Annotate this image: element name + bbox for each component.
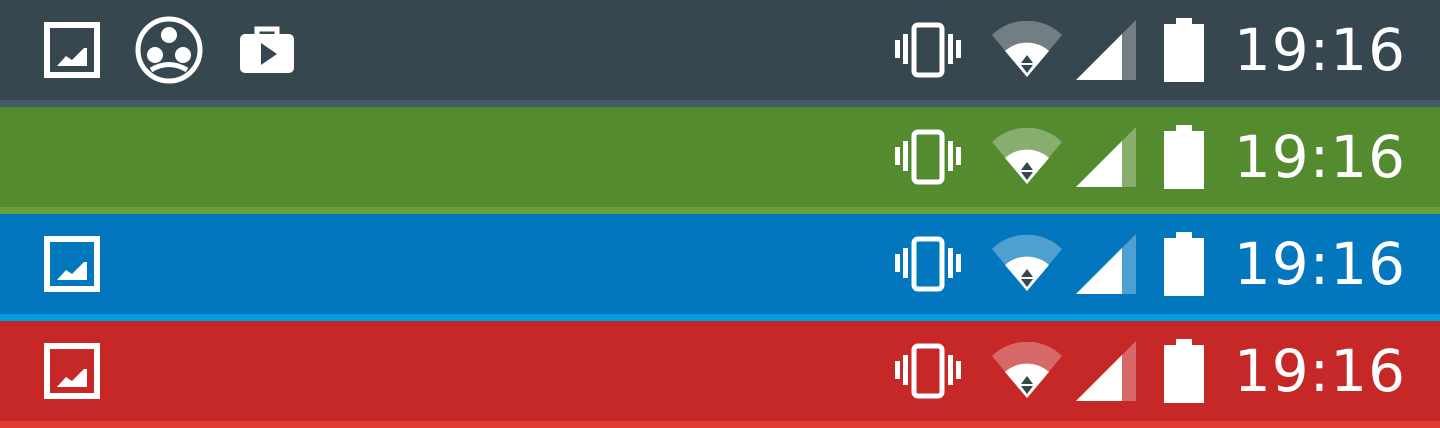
system-status-icons: 19:16 <box>892 107 1406 207</box>
signal-icon <box>1075 234 1136 294</box>
wifi-icon <box>991 128 1062 186</box>
image-icon[interactable] <box>44 236 100 292</box>
hangouts-icon[interactable] <box>134 15 204 85</box>
notification-icons <box>44 214 100 314</box>
system-status-icons: 19:16 <box>892 0 1406 100</box>
notification-icons <box>44 0 296 100</box>
signal-icon <box>1075 127 1136 187</box>
status-bar-divider <box>0 421 1440 428</box>
system-status-icons: 19:16 <box>892 214 1406 314</box>
clock: 19:16 <box>1233 230 1406 298</box>
battery-icon <box>1163 232 1204 296</box>
status-bar-red: 19:16 <box>0 321 1440 428</box>
image-icon[interactable] <box>44 343 100 399</box>
play-store-icon[interactable] <box>238 21 296 79</box>
vibrate-icon <box>892 22 964 78</box>
battery-icon <box>1163 125 1204 189</box>
vibrate-icon <box>892 129 964 185</box>
vibrate-icon <box>892 236 964 292</box>
status-bar-dark: 19:16 <box>0 0 1440 107</box>
vibrate-icon <box>892 343 964 399</box>
system-status-icons: 19:16 <box>892 321 1406 421</box>
battery-icon <box>1163 18 1204 82</box>
battery-icon <box>1163 339 1204 403</box>
signal-icon <box>1075 341 1136 401</box>
status-bar-divider <box>0 100 1440 107</box>
image-icon[interactable] <box>44 22 100 78</box>
status-bar-divider <box>0 314 1440 321</box>
wifi-icon <box>991 235 1062 293</box>
wifi-icon <box>991 342 1062 400</box>
signal-icon <box>1075 20 1136 80</box>
status-bar-blue: 19:16 <box>0 214 1440 321</box>
clock: 19:16 <box>1233 123 1406 191</box>
wifi-icon <box>991 21 1062 79</box>
clock: 19:16 <box>1233 337 1406 405</box>
notification-icons <box>44 321 100 421</box>
clock: 19:16 <box>1233 16 1406 84</box>
status-bar-divider <box>0 207 1440 214</box>
status-bar-green: 19:16 <box>0 107 1440 214</box>
